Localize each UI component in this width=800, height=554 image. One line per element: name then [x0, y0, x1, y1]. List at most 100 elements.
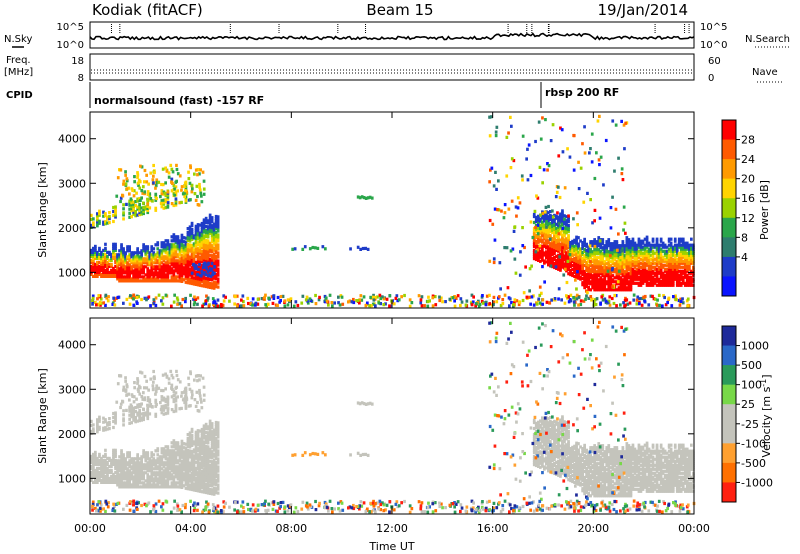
power-cell — [669, 281, 673, 285]
power-cell — [541, 298, 545, 302]
power-cell — [180, 257, 184, 261]
velocity-cell — [168, 455, 172, 459]
power-cell — [120, 249, 123, 253]
power-cell — [370, 196, 374, 200]
velocity-cell — [192, 482, 196, 486]
power-cell — [176, 189, 179, 193]
power-cell — [128, 273, 131, 277]
velocity-cell — [136, 403, 139, 407]
power-cell — [611, 280, 615, 284]
velocity-cell — [190, 437, 194, 441]
velocity-cell — [186, 475, 190, 479]
power-cell — [653, 279, 657, 283]
power-cell — [366, 301, 369, 305]
power-cell — [531, 235, 535, 240]
power-cell — [575, 251, 578, 255]
power-cell — [647, 241, 651, 245]
power-cell — [144, 253, 148, 257]
power-cell — [124, 173, 127, 177]
velocity-cell — [140, 465, 143, 469]
velocity-cell — [94, 460, 97, 464]
power-cell — [657, 259, 661, 263]
velocity-cell — [90, 454, 93, 458]
power-cell — [537, 226, 540, 230]
power-cell — [662, 294, 665, 298]
power-cell — [174, 241, 178, 245]
velocity-cell — [186, 487, 190, 491]
power-cell — [609, 254, 612, 258]
power-cell — [194, 230, 198, 234]
velocity-cell — [104, 418, 107, 422]
power-cell — [639, 273, 643, 277]
velocity-cell — [146, 410, 150, 414]
power-cell — [597, 260, 601, 264]
power-cell — [669, 267, 673, 271]
power-cell — [575, 245, 578, 249]
power-cell — [685, 261, 689, 265]
velocity-cell — [120, 481, 123, 485]
power-cell — [150, 245, 154, 249]
power-cell — [601, 288, 605, 292]
power-cell — [581, 253, 584, 257]
power-cell — [655, 247, 659, 251]
power-cell — [158, 265, 162, 269]
velocity-cell — [170, 481, 174, 485]
power-cell — [633, 247, 637, 251]
power-cell — [675, 243, 679, 247]
power-cell — [595, 246, 598, 250]
power-cell — [529, 302, 532, 306]
power-cell — [251, 303, 254, 307]
power-cell — [609, 286, 613, 290]
power-cell — [681, 297, 684, 301]
velocity-cell — [134, 469, 137, 473]
velocity-cell — [192, 464, 196, 468]
power-cell — [198, 235, 202, 239]
velocity-cell — [160, 395, 164, 399]
power-cell — [202, 250, 206, 254]
power-cell — [536, 223, 540, 227]
power-cell — [128, 267, 131, 271]
power-cell — [110, 262, 113, 266]
power-cell — [478, 302, 482, 306]
power-cell — [152, 255, 156, 259]
power-cell — [669, 283, 673, 287]
power-cell — [140, 206, 143, 210]
power-cell — [160, 249, 164, 253]
power-cell — [168, 245, 172, 249]
velocity-cell — [178, 485, 182, 489]
power-cell — [490, 166, 494, 170]
power-cell — [581, 267, 584, 271]
power-cell — [537, 120, 541, 124]
power-cell — [206, 279, 210, 283]
power-cell — [653, 265, 657, 269]
power-cell — [659, 273, 663, 277]
power-cell — [134, 295, 137, 299]
power-cell — [513, 225, 516, 229]
power-cell — [643, 277, 647, 281]
power-cell — [145, 180, 149, 184]
power-cell — [635, 245, 639, 249]
velocity-cell — [150, 473, 154, 477]
power-cell — [587, 296, 591, 300]
velocity-cell — [192, 478, 196, 482]
velocity-cell — [90, 474, 93, 478]
velocity-cell — [116, 465, 119, 469]
velocity-cell — [138, 413, 141, 417]
velocity-cell — [174, 469, 178, 473]
power-cell — [162, 273, 166, 277]
power-cell — [196, 275, 200, 279]
power-cell — [688, 277, 691, 281]
power-cell — [196, 265, 200, 269]
power-cell — [665, 259, 669, 263]
power-cell — [441, 300, 444, 304]
power-cell — [598, 239, 602, 243]
power-cell — [114, 205, 117, 209]
power-cell — [655, 263, 659, 267]
power-cell — [629, 260, 633, 264]
power-cell — [212, 224, 216, 228]
power-cell — [204, 299, 208, 303]
power-cell — [158, 263, 162, 267]
power-cell — [508, 297, 512, 301]
power-cell — [148, 277, 152, 281]
power-cell — [125, 297, 129, 301]
